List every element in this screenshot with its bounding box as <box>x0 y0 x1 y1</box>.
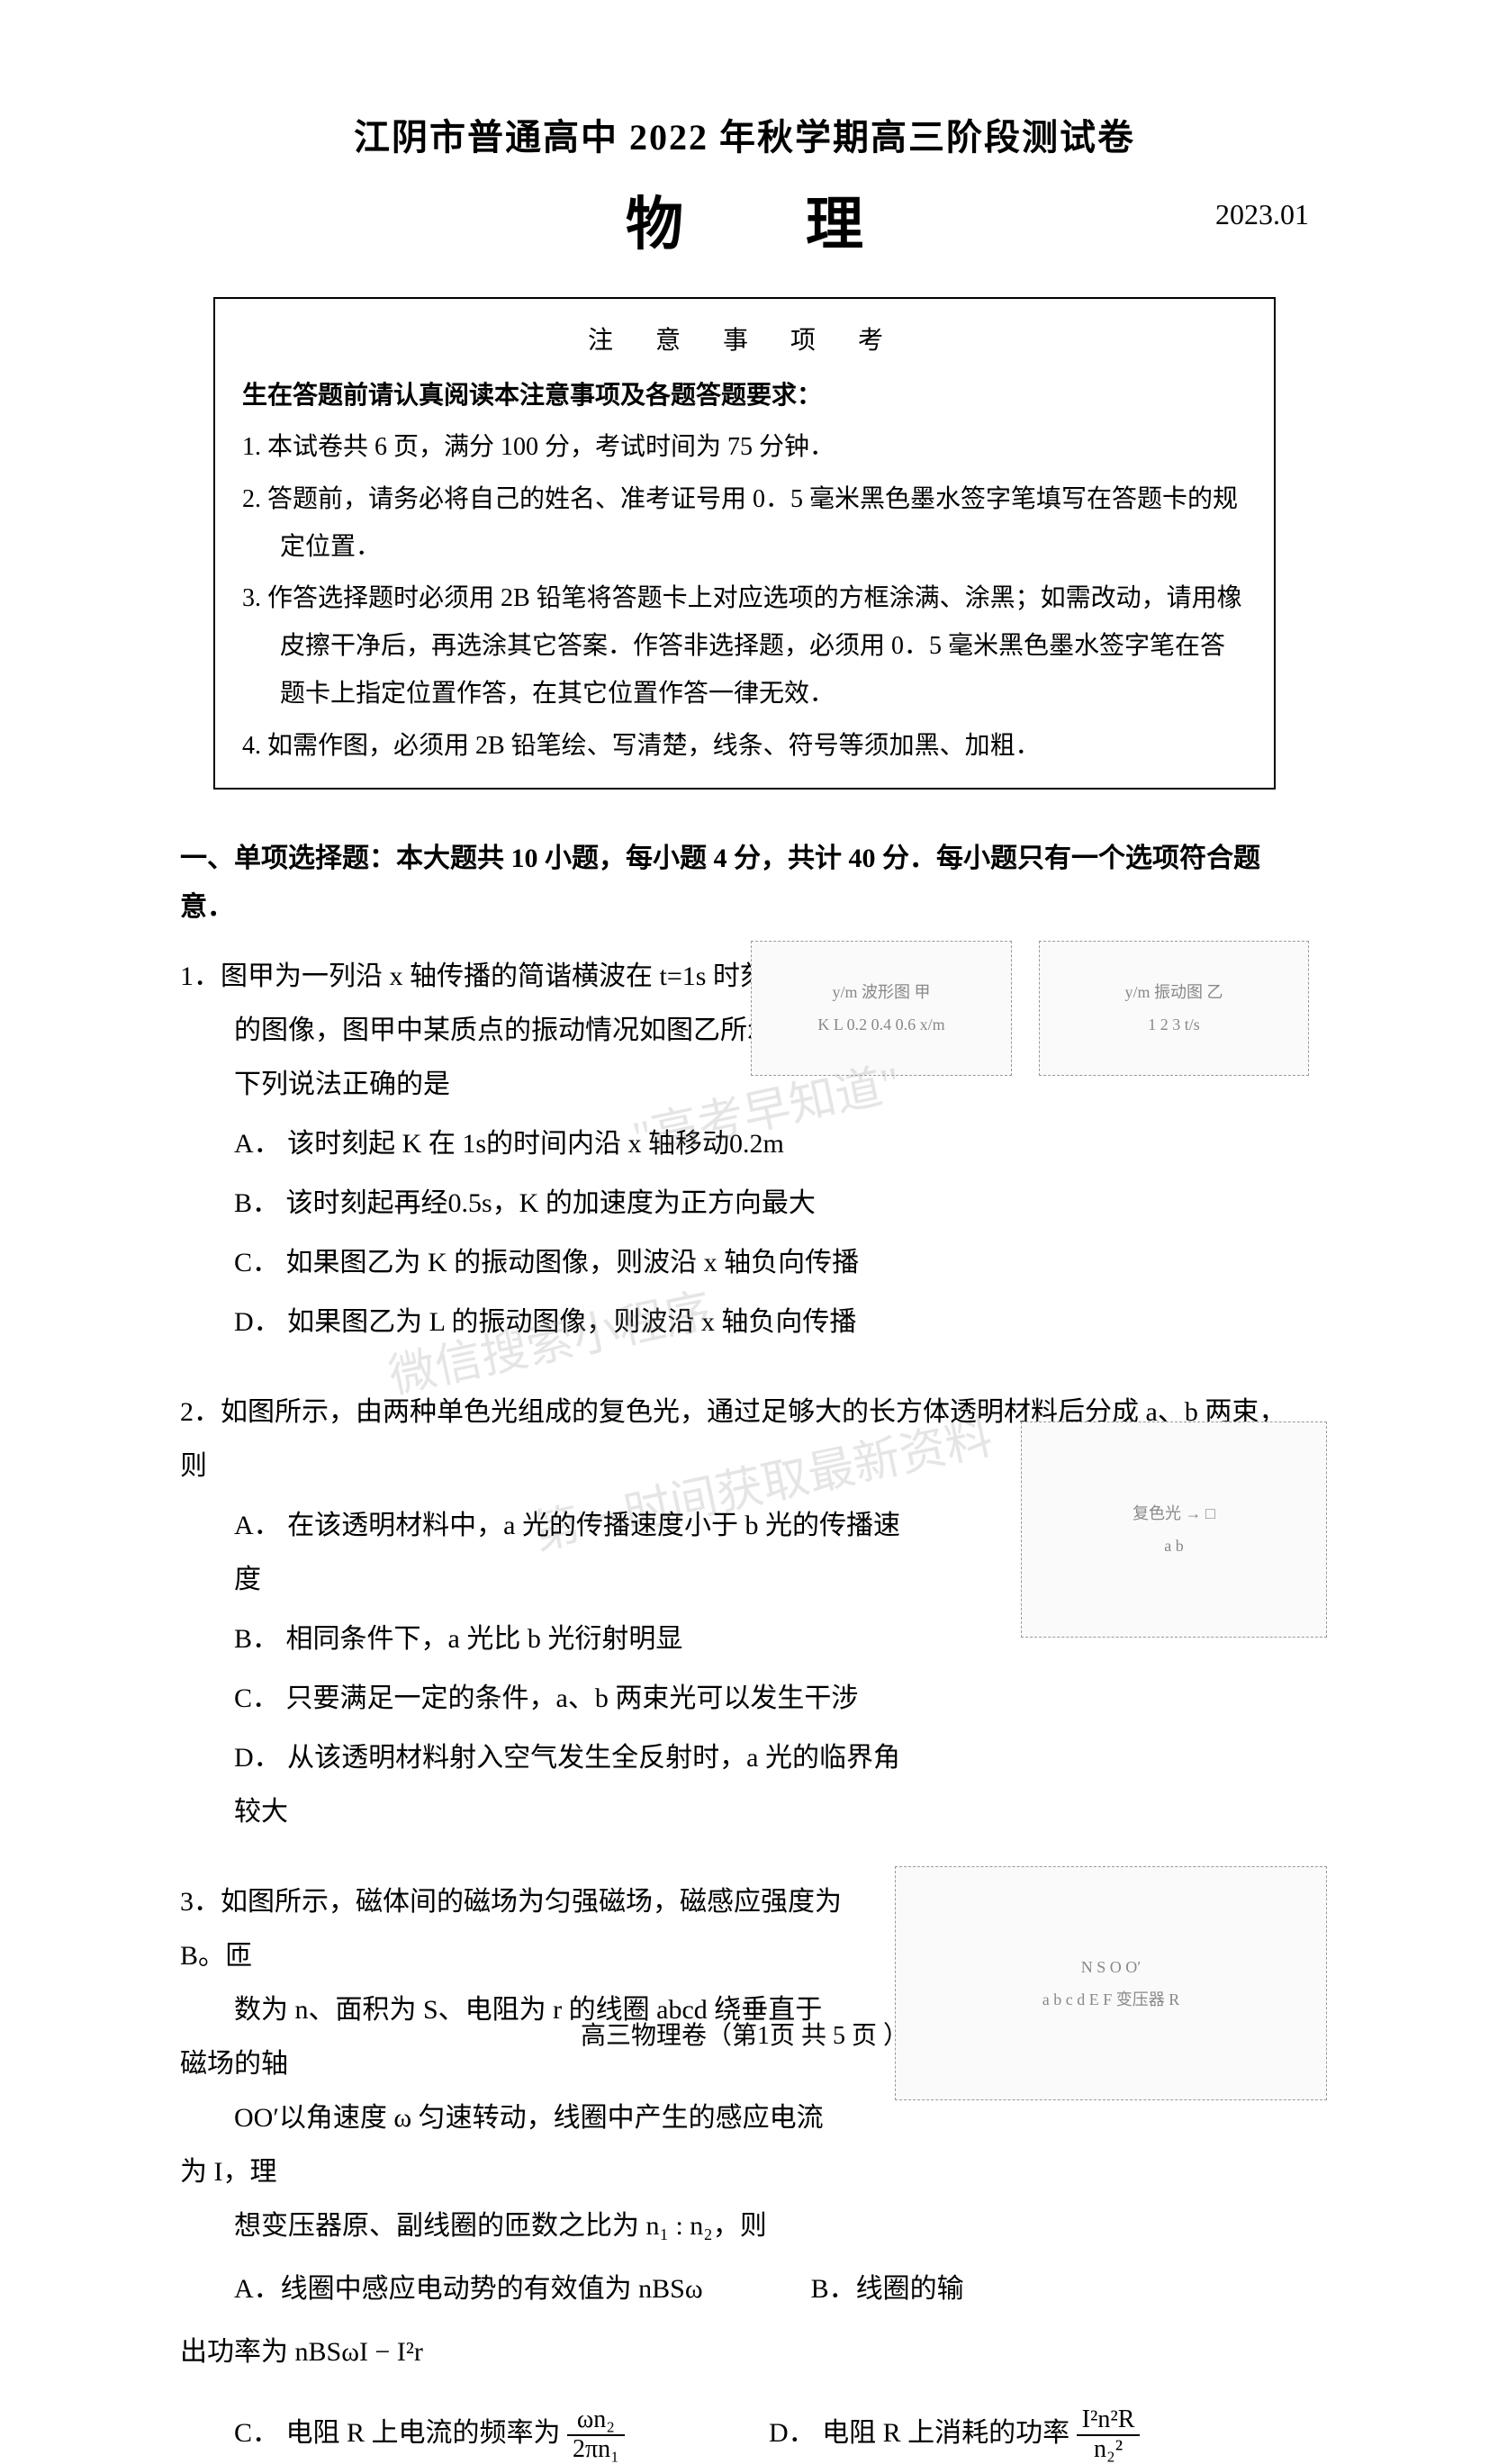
q3-c-prefix: C． 电阻 R 上电流的频率为 <box>234 2418 567 2448</box>
q2-choice-b: B． 相同条件下，a 光比 b 光衍射明显 <box>234 1612 918 1666</box>
section-1-title: 一、单项选择题：本大题共 10 小题，每小题 4 分，共计 40 分．每小题只有… <box>180 835 1309 932</box>
notice-item-4: 4. 如需作图，必须用 2B 铅笔绘、写清楚，线条、符号等须加黑、加粗． <box>242 722 1247 770</box>
q1-stem: 1．图甲为一列沿 x 轴传播的简谐横波在 t=1s 时刻 的图像，图甲中某质点的… <box>180 950 810 1112</box>
q2-choices: A． 在该透明材料中，a 光的传播速度小于 b 光的传播速度 B． 相同条件下，… <box>180 1499 918 1839</box>
q3-d-prefix: D． 电阻 R 上消耗的功率 <box>769 2418 1077 2448</box>
notice-intro: 生在答题前请认真阅读本注意事项及各题答题要求： <box>242 372 1247 420</box>
q2-figure: 复色光 → □a b <box>1021 1422 1327 1638</box>
q3-number: 3． <box>180 1875 221 1929</box>
title-line-1: 江阴市普通高中 2022 年秋学期高三阶段测试卷 <box>180 108 1309 160</box>
q3-row-ab: A．线圈中感应电动势的有效值为 nBSω B．线圈的输 <box>180 2262 1309 2316</box>
q1-choice-c: C． 如果图乙为 K 的振动图像，则波沿 x 轴负向传播 <box>234 1236 1309 1290</box>
q1-stem-line-1: 图甲为一列沿 x 轴传播的简谐横波在 t=1s 时刻 <box>221 961 767 991</box>
q3-c-frac-den: 2πn₁ <box>567 2436 625 2464</box>
q1-figure-甲: y/m 波形图 甲K L 0.2 0.4 0.6 x/m <box>751 941 1012 1076</box>
page-footer: 高三物理卷（第1页 共 5 页 ） <box>0 2016 1489 2052</box>
q3-c-fraction: ωn₂ 2πn₁ <box>567 2406 625 2464</box>
question-2: 2．如图所示，由两种单色光组成的复色光，通过足够大的长方体透明材料后分成 a、b… <box>180 1385 1309 1839</box>
q3-d-frac-num: I²n²R <box>1077 2406 1141 2436</box>
question-3: 3．如图所示，磁体间的磁场为匀强磁场，磁感应强度为 B。匝 数为 n、面积为 S… <box>180 1875 1309 2464</box>
exam-date: 2023.01 <box>1215 198 1309 231</box>
q3-figure: N S O O′a b c d E F 变压器 R <box>895 1866 1327 2100</box>
notice-item-3: 3. 作答选择题时必须用 2B 铅笔将答题卡上对应选项的方框涂满、涂黑；如需改动… <box>242 574 1247 718</box>
notice-item-2: 2. 答题前，请务必将自己的姓名、准考证号用 0．5 毫米黑色墨水签字笔填写在答… <box>242 475 1247 571</box>
page-header: 江阴市普通高中 2022 年秋学期高三阶段测试卷 物 理 2023.01 <box>180 108 1309 261</box>
q1-stem-line-2: 的图像，图甲中某质点的振动情况如图乙所示。 <box>180 1015 801 1045</box>
q3-row-cd: C． 电阻 R 上电流的频率为 ωn₂ 2πn₁ D． 电阻 R 上消耗的功率 … <box>180 2406 1309 2464</box>
q2-choice-c: C． 只要满足一定的条件，a、b 两束光可以发生干涉 <box>234 1672 918 1726</box>
q1-choice-b: B． 该时刻起再经0.5s，K 的加速度为正方向最大 <box>234 1177 1309 1231</box>
q3-stem-line-1: 如图所示，磁体间的磁场为匀强磁场，磁感应强度为 B。匝 <box>180 1887 842 1971</box>
title-line-2: 物 理 <box>180 178 1309 261</box>
notice-caption: 注 意 事 项 考 <box>242 317 1247 365</box>
q1-figure-乙: y/m 振动图 乙1 2 3 t/s <box>1039 941 1309 1076</box>
q2-choice-d: D． 从该透明材料射入空气发生全反射时，a 光的临界角较大 <box>234 1731 918 1839</box>
notice-box: 注 意 事 项 考 生在答题前请认真阅读本注意事项及各题答题要求： 1. 本试卷… <box>213 297 1276 790</box>
q1-choices: A． 该时刻起 K 在 1s的时间内沿 x 轴移动0.2m B． 该时刻起再经0… <box>180 1117 1309 1349</box>
q2-choice-a: A． 在该透明材料中，a 光的传播速度小于 b 光的传播速度 <box>234 1499 918 1607</box>
q3-choice-c: C． 电阻 R 上电流的频率为 ωn₂ 2πn₁ <box>234 2406 625 2464</box>
q1-number: 1． <box>180 950 221 1004</box>
q1-stem-line-3: 下列说法正确的是 <box>180 1070 450 1099</box>
q3-stem: 3．如图所示，磁体间的磁场为匀强磁场，磁感应强度为 B。匝 数为 n、面积为 S… <box>180 1875 846 2253</box>
q3-d-fraction: I²n²R n₂² <box>1077 2406 1141 2464</box>
q3-d-frac-den: n₂² <box>1077 2436 1141 2464</box>
q3-c-frac-num: ωn₂ <box>567 2406 625 2436</box>
question-1: 1．图甲为一列沿 x 轴传播的简谐横波在 t=1s 时刻 的图像，图甲中某质点的… <box>180 950 1309 1349</box>
q3-choice-a: A．线圈中感应电动势的有效值为 nBSω <box>234 2262 703 2316</box>
q2-number: 2． <box>180 1385 221 1440</box>
q3-choice-d: D． 电阻 R 上消耗的功率 I²n²R n₂² <box>769 2406 1140 2464</box>
q1-choice-d: D． 如果图乙为 L 的振动图像，则波沿 x 轴负向传播 <box>234 1295 1309 1349</box>
q3-choice-b-extra: 出功率为 nBSωI − I²r <box>180 2325 1309 2379</box>
q3-choice-b: B．线圈的输 <box>811 2262 964 2316</box>
notice-item-1: 1. 本试卷共 6 页，满分 100 分，考试时间为 75 分钟． <box>242 423 1247 471</box>
q3-stem-line-3: OO′以角速度 ω 匀速转动，线圈中产生的感应电流为 I，理 <box>180 2103 824 2187</box>
q3-stem-line-4: 想变压器原、副线圈的匝数之比为 n₁ : n₂，则 <box>180 2211 767 2241</box>
q1-choice-a: A． 该时刻起 K 在 1s的时间内沿 x 轴移动0.2m <box>234 1117 1309 1171</box>
